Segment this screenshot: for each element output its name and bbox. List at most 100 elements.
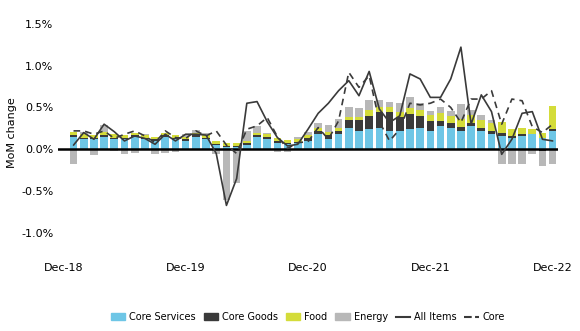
- Bar: [70, 149, 77, 165]
- Bar: [294, 137, 302, 139]
- Bar: [386, 102, 393, 107]
- Bar: [121, 149, 128, 154]
- Bar: [539, 138, 546, 149]
- Bar: [70, 132, 77, 135]
- Bar: [100, 125, 108, 132]
- Bar: [355, 120, 363, 131]
- Bar: [375, 107, 383, 112]
- Bar: [345, 128, 353, 149]
- Bar: [223, 147, 230, 149]
- Bar: [151, 141, 159, 149]
- Bar: [202, 138, 210, 139]
- Bar: [223, 146, 230, 147]
- Bar: [508, 129, 516, 136]
- Bar: [243, 143, 251, 145]
- Bar: [100, 132, 108, 135]
- Bar: [110, 134, 118, 138]
- Bar: [519, 134, 526, 136]
- Bar: [477, 115, 485, 120]
- Bar: [192, 137, 200, 149]
- Bar: [80, 134, 88, 138]
- Bar: [549, 106, 556, 129]
- Bar: [477, 120, 485, 127]
- Bar: [416, 110, 424, 116]
- Bar: [437, 107, 444, 113]
- Bar: [161, 132, 169, 135]
- Bar: [172, 135, 179, 138]
- Bar: [355, 131, 363, 149]
- Bar: [345, 120, 353, 128]
- Bar: [386, 107, 393, 113]
- Bar: [202, 139, 210, 149]
- Bar: [365, 110, 373, 116]
- Bar: [284, 149, 291, 152]
- Bar: [253, 132, 261, 135]
- Bar: [426, 115, 434, 121]
- Bar: [90, 139, 97, 149]
- Bar: [528, 134, 536, 149]
- Bar: [488, 120, 495, 122]
- Bar: [192, 135, 200, 137]
- Bar: [121, 135, 128, 138]
- Bar: [375, 128, 383, 149]
- Bar: [416, 116, 424, 128]
- Bar: [284, 144, 291, 149]
- Bar: [528, 149, 536, 154]
- Bar: [121, 139, 128, 149]
- Bar: [426, 121, 434, 131]
- Bar: [151, 139, 159, 141]
- Bar: [396, 118, 404, 131]
- Bar: [80, 139, 88, 149]
- Bar: [437, 113, 444, 121]
- Bar: [274, 143, 281, 149]
- Bar: [386, 113, 393, 131]
- Bar: [457, 104, 465, 119]
- Bar: [253, 126, 261, 132]
- Bar: [416, 103, 424, 110]
- Bar: [304, 132, 312, 135]
- Bar: [304, 141, 312, 149]
- Bar: [70, 137, 77, 149]
- Bar: [426, 111, 434, 115]
- Bar: [498, 133, 506, 136]
- Bar: [365, 100, 373, 110]
- Bar: [406, 97, 414, 108]
- Bar: [274, 149, 281, 152]
- Bar: [549, 149, 556, 165]
- Bar: [263, 139, 271, 149]
- Bar: [437, 121, 444, 126]
- Bar: [243, 145, 251, 149]
- Bar: [314, 131, 322, 134]
- Bar: [508, 138, 516, 149]
- Bar: [447, 116, 455, 123]
- Bar: [375, 100, 383, 107]
- Bar: [182, 139, 190, 141]
- Bar: [467, 126, 475, 149]
- Legend: Core Services, Core Goods, Food, Energy, All Items, Core: Core Services, Core Goods, Food, Energy,…: [107, 308, 509, 326]
- Bar: [519, 149, 526, 165]
- Bar: [182, 141, 190, 149]
- Bar: [416, 128, 424, 149]
- Bar: [192, 132, 200, 135]
- Bar: [488, 131, 495, 134]
- Bar: [519, 127, 526, 134]
- Bar: [304, 135, 312, 138]
- Bar: [233, 143, 241, 146]
- Bar: [233, 146, 241, 147]
- Bar: [325, 125, 332, 132]
- Bar: [508, 149, 516, 165]
- Bar: [335, 127, 342, 131]
- Bar: [172, 138, 179, 139]
- Bar: [498, 149, 506, 165]
- Bar: [223, 149, 230, 200]
- Bar: [426, 131, 434, 149]
- Bar: [253, 135, 261, 137]
- Bar: [90, 149, 97, 155]
- Bar: [253, 137, 261, 149]
- Bar: [488, 122, 495, 131]
- Bar: [131, 135, 139, 137]
- Bar: [243, 131, 251, 141]
- Bar: [141, 134, 148, 135]
- Bar: [447, 127, 455, 149]
- Bar: [396, 112, 404, 118]
